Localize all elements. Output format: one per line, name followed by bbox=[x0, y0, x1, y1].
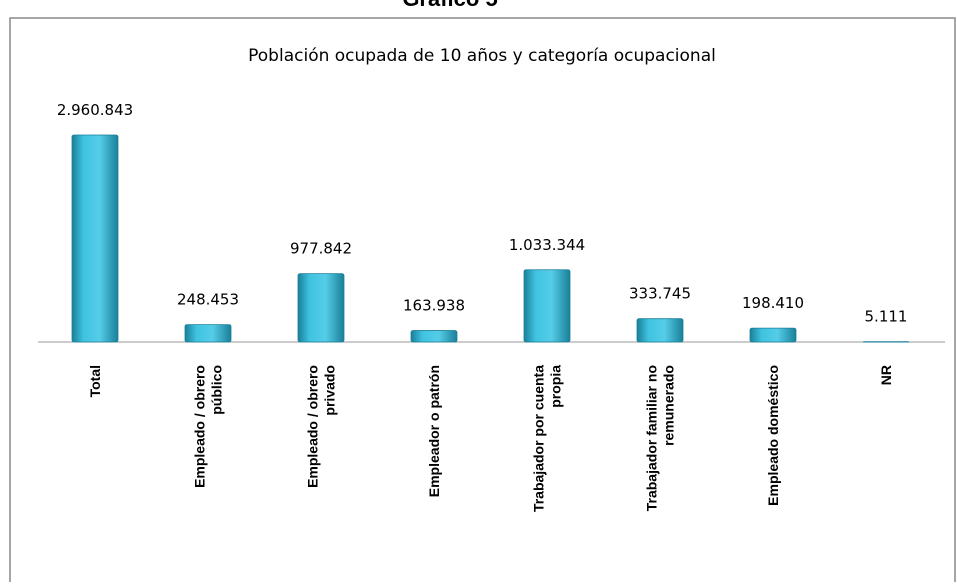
value-label: 5.111 bbox=[865, 308, 908, 326]
bar bbox=[523, 269, 571, 343]
x-tick-label: Empleado doméstico bbox=[765, 365, 781, 506]
bar bbox=[297, 273, 345, 343]
bar bbox=[862, 341, 910, 343]
value-label: 1.033.344 bbox=[509, 236, 585, 254]
bar bbox=[636, 318, 684, 343]
x-tick-label: Total bbox=[87, 365, 103, 397]
chart-frame bbox=[9, 17, 956, 587]
x-tick-label: Trabajador familiar noremunerado bbox=[644, 365, 677, 511]
title-backdrop bbox=[350, 0, 550, 17]
x-tick-label: Trabajador por cuentapropia bbox=[531, 365, 564, 512]
page-title: Gráfico 5 bbox=[402, 0, 497, 11]
value-label: 163.938 bbox=[403, 297, 465, 315]
x-tick-label: Empleado / obreropúblico bbox=[192, 365, 225, 488]
x-tick-label: Empleado / obreroprivado bbox=[305, 365, 338, 488]
bar bbox=[410, 330, 458, 343]
value-label: 333.745 bbox=[629, 285, 691, 303]
value-label: 198.410 bbox=[742, 294, 804, 312]
x-tick-label: NR bbox=[878, 365, 894, 385]
bar bbox=[749, 327, 797, 343]
bar bbox=[71, 134, 119, 343]
value-label: 2.960.843 bbox=[57, 101, 133, 119]
value-label: 977.842 bbox=[290, 240, 352, 258]
value-label: 248.453 bbox=[177, 291, 239, 309]
bar bbox=[184, 324, 232, 343]
x-tick-label: Empleador o patrón bbox=[426, 365, 442, 497]
chart-title: Población ocupada de 10 años y categoría… bbox=[248, 46, 716, 66]
